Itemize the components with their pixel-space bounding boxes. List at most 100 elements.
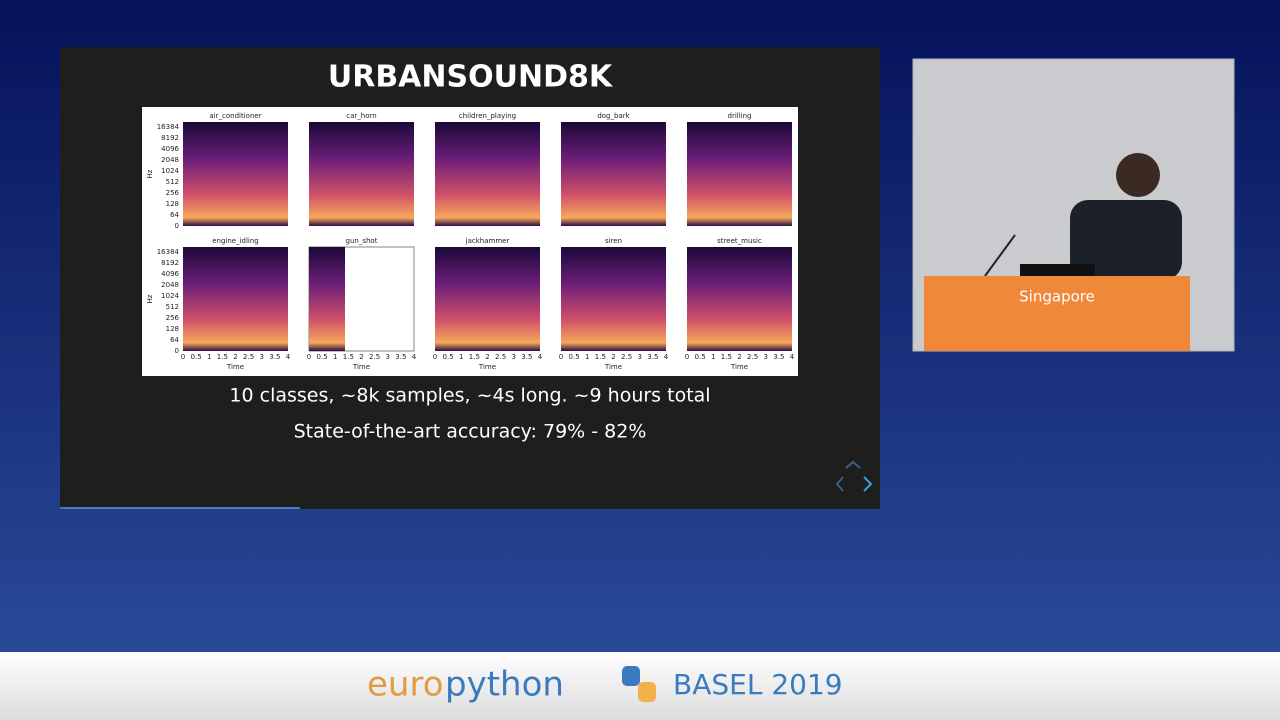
y-tick-label: 4096 (161, 270, 179, 278)
x-tick-label: 1.5 (343, 353, 354, 361)
x-tick-label: 3 (260, 353, 264, 361)
event-name: BASEL 2019 (673, 668, 843, 701)
y-tick-label: 8192 (161, 134, 179, 142)
y-tick-label: 2048 (161, 281, 179, 289)
y-tick-label: 0 (175, 347, 179, 355)
y-tick-label: 2048 (161, 156, 179, 164)
spectrogram (561, 247, 666, 351)
x-axis-label: Time (226, 363, 244, 371)
x-tick-label: 1.5 (217, 353, 228, 361)
panel-title: drilling (728, 112, 752, 120)
y-tick-label: 1024 (161, 167, 179, 175)
spectrogram (435, 122, 540, 226)
x-tick-label: 1 (333, 353, 337, 361)
x-tick-label: 4 (412, 353, 417, 361)
y-tick-label: 256 (166, 189, 180, 197)
x-tick-label: 1 (207, 353, 211, 361)
y-tick-label: 1024 (161, 292, 179, 300)
x-axis-label: Time (478, 363, 496, 371)
panel-title: car_horn (346, 112, 376, 120)
x-tick-label: 2.5 (747, 353, 758, 361)
x-tick-label: 0.5 (569, 353, 580, 361)
logo-euro: euro (367, 665, 444, 705)
x-tick-label: 1 (585, 353, 589, 361)
x-tick-label: 0 (307, 353, 311, 361)
y-tick-label: 64 (170, 336, 179, 344)
x-tick-label: 3 (638, 353, 642, 361)
panels: air_conditioner1638481924096204810245122… (146, 112, 795, 371)
podium-label: Singapore (1019, 288, 1095, 306)
x-tick-label: 2.5 (495, 353, 506, 361)
progress-bar (60, 507, 300, 509)
x-tick-label: 2 (737, 353, 741, 361)
x-tick-label: 1 (711, 353, 715, 361)
y-tick-label: 4096 (161, 145, 179, 153)
x-tick-label: 4 (286, 353, 291, 361)
x-tick-label: 1.5 (595, 353, 606, 361)
panel-title: air_conditioner (209, 112, 261, 120)
x-tick-label: 0 (433, 353, 437, 361)
x-tick-label: 0 (685, 353, 689, 361)
panel-title: street_music (717, 237, 762, 245)
x-tick-label: 0.5 (317, 353, 328, 361)
panel-title: engine_idling (212, 237, 259, 245)
caption: 10 classes, ~8k samples, ~4s long. ~9 ho… (229, 385, 710, 407)
x-tick-label: 2 (485, 353, 489, 361)
y-tick-label: 0 (175, 222, 179, 230)
x-tick-label: 1.5 (721, 353, 732, 361)
x-tick-label: 3.5 (269, 353, 280, 361)
x-tick-label: 3.5 (647, 353, 658, 361)
spectrogram (687, 122, 792, 226)
x-tick-label: 2.5 (243, 353, 254, 361)
y-tick-label: 16384 (157, 123, 180, 131)
x-tick-label: 3.5 (773, 353, 784, 361)
panel-title: gun_shot (346, 237, 378, 245)
slide-title: URBANSOUND8K (328, 60, 614, 95)
speaker-video: Singapore (912, 58, 1235, 352)
x-tick-label: 0 (181, 353, 185, 361)
spectrogram (309, 247, 345, 351)
x-axis-label: Time (352, 363, 370, 371)
x-tick-label: 1.5 (469, 353, 480, 361)
x-tick-label: 0 (559, 353, 563, 361)
x-tick-label: 4 (790, 353, 795, 361)
y-tick-label: 256 (166, 314, 180, 322)
panel-title: children_playing (459, 112, 516, 120)
x-tick-label: 2 (233, 353, 237, 361)
spectrogram (309, 122, 414, 226)
y-axis-label: Hz (146, 169, 154, 178)
spectrogram (561, 122, 666, 226)
y-tick-label: 512 (166, 303, 179, 311)
nav-up[interactable] (845, 460, 861, 469)
nav-left[interactable] (835, 476, 844, 492)
y-tick-label: 512 (166, 178, 179, 186)
logo-python: python (445, 665, 564, 705)
y-tick-label: 128 (166, 325, 179, 333)
panel-title: siren (605, 237, 622, 245)
y-tick-label: 64 (170, 211, 179, 219)
x-tick-label: 3 (386, 353, 390, 361)
panel-title: dog_bark (597, 112, 630, 120)
spectrogram (435, 247, 540, 351)
y-tick-label: 128 (166, 200, 179, 208)
y-tick-label: 16384 (157, 248, 180, 256)
x-tick-label: 0.5 (191, 353, 202, 361)
spectrogram (183, 122, 288, 226)
x-tick-label: 2 (611, 353, 615, 361)
x-tick-label: 0.5 (443, 353, 454, 361)
x-tick-label: 1 (459, 353, 463, 361)
x-tick-label: 4 (538, 353, 543, 361)
x-axis-label: Time (604, 363, 622, 371)
python-logo (622, 666, 656, 702)
caption: State-of-the-art accuracy: 79% - 82% (294, 421, 647, 443)
x-tick-label: 2.5 (369, 353, 380, 361)
y-tick-label: 8192 (161, 259, 179, 267)
spectrogram (183, 247, 288, 351)
nav-right[interactable] (863, 476, 873, 492)
x-tick-label: 4 (664, 353, 669, 361)
spectrogram (687, 247, 792, 351)
x-tick-label: 3.5 (395, 353, 406, 361)
x-tick-label: 0.5 (695, 353, 706, 361)
